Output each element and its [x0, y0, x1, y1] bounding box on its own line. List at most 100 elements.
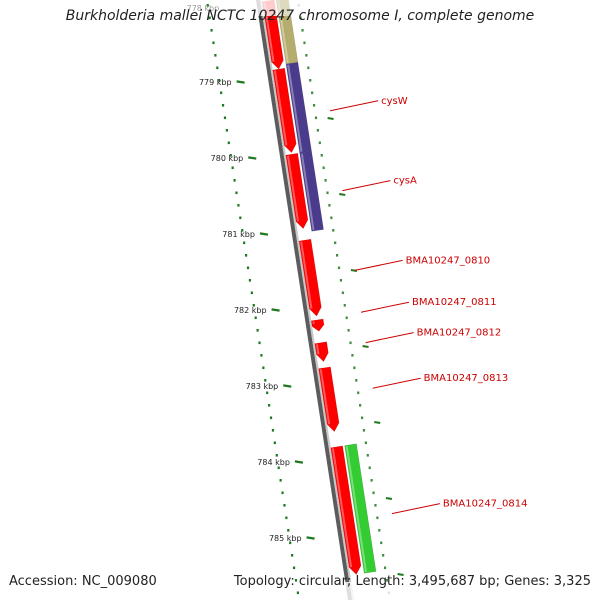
- gc-dot: [277, 466, 280, 470]
- gc-dot: [312, 104, 316, 107]
- feature-highlight: [300, 241, 313, 309]
- gc-dot: [273, 441, 276, 445]
- major-tick: [259, 232, 269, 236]
- gc-dot: [357, 391, 360, 395]
- gc-dot: [250, 291, 253, 295]
- gc-dot: [254, 316, 257, 320]
- cds-arrow: [310, 318, 325, 332]
- genome-summary: Topology: circular; Length: 3,495,687 bp…: [234, 574, 591, 589]
- gc-dot: [311, 91, 314, 95]
- minor-tick: [327, 117, 334, 120]
- cds-arrow: [285, 152, 309, 230]
- gc-dot: [347, 329, 350, 332]
- gc-dot: [316, 129, 320, 132]
- gc-dot: [360, 416, 364, 420]
- feature-highlight: [331, 448, 353, 568]
- tick-label: 785 kbp: [269, 534, 302, 543]
- major-tick: [283, 384, 292, 388]
- gc-dot: [291, 554, 294, 557]
- feature-labels: cysW cysA BMA10247_0810 BMA10247_0811 BMA102…: [329, 96, 528, 515]
- backbone-line: [255, 0, 353, 600]
- backbone-shadow: [259, 0, 355, 600]
- gc-dot: [268, 404, 271, 407]
- major-tick: [294, 460, 304, 464]
- gc-dot: [229, 154, 232, 157]
- gc-dot: [370, 479, 373, 482]
- feature-highlight: [287, 64, 303, 152]
- gc-dot: [214, 54, 217, 57]
- gc-dot: [246, 266, 250, 270]
- gc-dot: [212, 41, 215, 45]
- feature-label: BMA10247_0811: [412, 297, 497, 308]
- cds-arrow: [298, 238, 322, 317]
- cds-arrow: [272, 67, 297, 154]
- gc-dot: [271, 429, 275, 432]
- tick-label: 782 kbp: [234, 306, 267, 315]
- gc-dot: [351, 354, 354, 357]
- gc-dot: [307, 66, 310, 70]
- gc-dot: [339, 279, 343, 282]
- gc-dot: [332, 229, 335, 232]
- feature-highlight: [319, 369, 331, 425]
- gc-dot: [341, 291, 344, 295]
- gc-dot: [292, 566, 296, 570]
- gc-dot: [296, 591, 299, 595]
- gc-dot: [368, 466, 371, 470]
- gc-dot: [289, 541, 292, 545]
- gc-dot: [335, 254, 339, 257]
- gc-dot: [320, 154, 323, 157]
- gc-dot: [279, 479, 282, 482]
- gc-dot: [349, 341, 352, 345]
- feature-label: cysA: [393, 176, 417, 187]
- label-leader: [372, 377, 421, 389]
- genes-label: Genes: 3,325: [504, 574, 591, 589]
- gc-dot: [385, 579, 389, 582]
- minor-tick: [397, 573, 404, 576]
- accession-label: Accession: NC_009080: [9, 574, 157, 589]
- gc-dot: [330, 216, 333, 220]
- map-title: Burkholderia mallei NCTC 10247 chromosom…: [65, 8, 535, 24]
- feature-highlight: [300, 153, 315, 231]
- gc-dot: [235, 191, 238, 195]
- minor-tick: [362, 345, 369, 348]
- gc-dot: [220, 91, 223, 95]
- feature-label: BMA10247_0814: [443, 499, 528, 510]
- gc-dot: [216, 66, 219, 70]
- gc-dot: [283, 504, 286, 507]
- gc-dot: [301, 29, 304, 32]
- tick-label: 780 kbp: [211, 154, 244, 163]
- length-label: Length: 3,495,687 bp;: [355, 574, 501, 589]
- gc-dot: [328, 204, 331, 207]
- gc-dot: [380, 541, 383, 545]
- gc-dot: [314, 116, 318, 120]
- gc-dot: [374, 504, 377, 507]
- cds-arrow: [330, 445, 362, 575]
- gc-dot: [382, 554, 385, 557]
- gc-dot: [248, 279, 252, 282]
- gc-dot: [231, 166, 234, 170]
- gc-dot: [383, 566, 387, 570]
- gc-dot: [252, 304, 255, 307]
- top-fade: [253, 0, 303, 16]
- gc-dot: [355, 379, 358, 382]
- gc-dot: [275, 454, 278, 457]
- major-tick: [306, 536, 315, 540]
- gc-dot: [343, 304, 346, 307]
- major-tick: [248, 156, 257, 160]
- feature-highlight: [273, 70, 288, 146]
- gc-dot: [366, 454, 369, 457]
- gc-dot: [362, 429, 366, 432]
- gc-dot: [281, 491, 284, 495]
- label-leader: [329, 100, 379, 112]
- tick-marks: 778 kbp 779 kbp 780 kbp 781 kbp 782 kbp 783 k…: [187, 4, 404, 576]
- cds-arrow: [314, 341, 329, 363]
- gc-dot: [372, 491, 375, 495]
- gc-dot: [326, 191, 329, 195]
- gene-block: [299, 150, 324, 232]
- gene-block: [344, 443, 377, 574]
- feature-tracks: [253, 0, 399, 600]
- major-tick: [271, 308, 280, 312]
- gc-dot: [256, 329, 259, 332]
- gc-dot: [239, 216, 242, 220]
